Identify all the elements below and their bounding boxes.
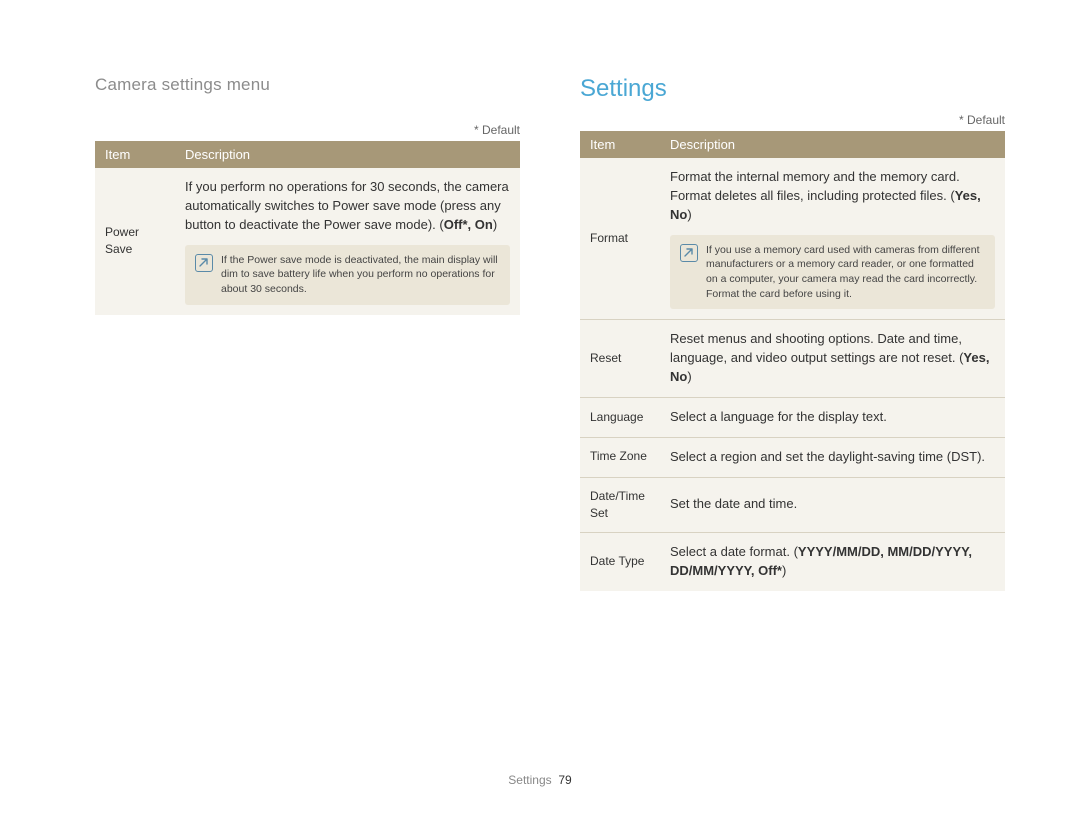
desc-text: Reset menus and shooting options. Date a… — [670, 331, 963, 365]
col-header-description: Description — [660, 131, 1005, 158]
item-cell-datetype: Date Type — [580, 533, 660, 591]
left-column: Camera settings menu * Default Item Desc… — [95, 75, 520, 591]
col-header-item: Item — [580, 131, 660, 158]
footer-label: Settings — [508, 773, 551, 787]
desc-text-post: ) — [687, 369, 691, 384]
note-icon — [195, 254, 213, 272]
default-note-right: * Default — [580, 113, 1005, 127]
note-text: If the Power save mode is deactivated, t… — [221, 253, 500, 297]
table-row: Reset Reset menus and shooting options. … — [580, 320, 1005, 398]
item-cell-reset: Reset — [580, 320, 660, 398]
table-row: Date/Time Set Set the date and time. — [580, 477, 1005, 533]
right-settings-table: Item Description Format Format the inter… — [580, 131, 1005, 591]
right-column: Settings * Default Item Description Form… — [580, 75, 1005, 591]
col-header-description: Description — [175, 141, 520, 168]
item-cell-timezone: Time Zone — [580, 437, 660, 477]
table-row: Time Zone Select a region and set the da… — [580, 437, 1005, 477]
page-content: Camera settings menu * Default Item Desc… — [0, 0, 1080, 591]
desc-text-post: ) — [782, 563, 786, 578]
table-row: Date Type Select a date format. (YYYY/MM… — [580, 533, 1005, 591]
note-text: If you use a memory card used with camer… — [706, 243, 985, 302]
breadcrumb: Camera settings menu — [95, 75, 520, 95]
desc-text-post: ) — [687, 207, 691, 222]
desc-cell-format: Format the internal memory and the memor… — [660, 158, 1005, 320]
note-icon — [680, 244, 698, 262]
desc-cell-datetype: Select a date format. (YYYY/MM/DD, MM/DD… — [660, 533, 1005, 591]
col-header-item: Item — [95, 141, 175, 168]
desc-text-post: ) — [493, 217, 497, 232]
table-row: Language Select a language for the displ… — [580, 397, 1005, 437]
left-settings-table: Item Description Power Save If you perfo… — [95, 141, 520, 315]
item-cell-format: Format — [580, 158, 660, 320]
page-footer: Settings 79 — [0, 773, 1080, 787]
default-note-left: * Default — [95, 123, 520, 137]
note-box: If you use a memory card used with camer… — [670, 235, 995, 310]
desc-cell-timezone: Select a region and set the daylight-sav… — [660, 437, 1005, 477]
footer-page-number: 79 — [558, 773, 571, 787]
table-row: Power Save If you perform no operations … — [95, 168, 520, 315]
item-cell-power-save: Power Save — [95, 168, 175, 315]
desc-cell-datetime: Set the date and time. — [660, 477, 1005, 533]
item-cell-datetime: Date/Time Set — [580, 477, 660, 533]
desc-text: Select a date format. ( — [670, 544, 798, 559]
desc-cell-language: Select a language for the display text. — [660, 397, 1005, 437]
table-row: Format Format the internal memory and th… — [580, 158, 1005, 320]
item-cell-language: Language — [580, 397, 660, 437]
desc-options: Off*, On — [444, 217, 493, 232]
note-box: If the Power save mode is deactivated, t… — [185, 245, 510, 305]
desc-cell-reset: Reset menus and shooting options. Date a… — [660, 320, 1005, 398]
desc-cell-power-save: If you perform no operations for 30 seco… — [175, 168, 520, 315]
desc-text: Format the internal memory and the memor… — [670, 169, 960, 203]
section-heading: Settings — [580, 75, 1005, 103]
